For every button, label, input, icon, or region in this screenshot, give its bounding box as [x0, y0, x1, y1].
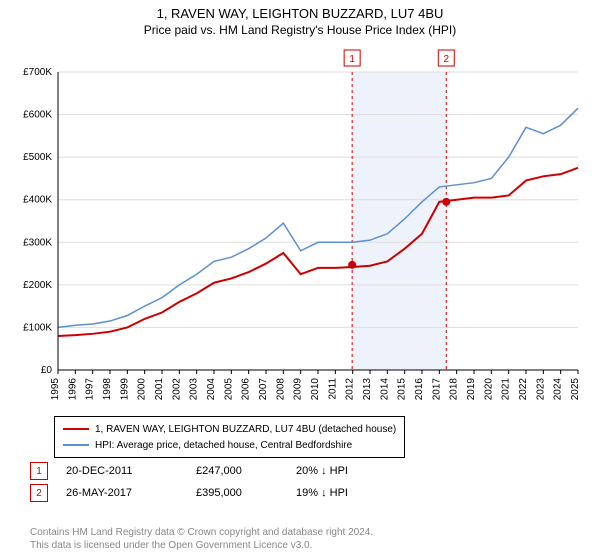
- svg-text:2025: 2025: [570, 378, 581, 401]
- svg-text:2006: 2006: [241, 378, 252, 401]
- svg-text:2012: 2012: [345, 378, 356, 401]
- svg-text:2008: 2008: [275, 378, 286, 401]
- chart-subtitle: Price paid vs. HM Land Registry's House …: [0, 23, 600, 37]
- svg-text:1998: 1998: [102, 378, 113, 401]
- svg-text:2020: 2020: [483, 378, 494, 401]
- svg-text:2019: 2019: [466, 378, 477, 401]
- svg-text:£300K: £300K: [23, 237, 52, 248]
- svg-text:2: 2: [443, 54, 449, 65]
- legend-label: HPI: Average price, detached house, Cent…: [95, 440, 352, 451]
- event-marker-box: 1: [30, 462, 48, 480]
- event-pct: 20% ↓ HPI: [296, 465, 416, 477]
- event-pct: 19% ↓ HPI: [296, 487, 416, 499]
- chart-card: 1, RAVEN WAY, LEIGHTON BUZZARD, LU7 4BU …: [0, 0, 600, 560]
- footer: Contains HM Land Registry data © Crown c…: [30, 526, 373, 552]
- chart-title: 1, RAVEN WAY, LEIGHTON BUZZARD, LU7 4BU: [0, 6, 600, 21]
- svg-text:2018: 2018: [449, 378, 460, 401]
- footer-line: This data is licensed under the Open Gov…: [30, 539, 373, 552]
- svg-text:2005: 2005: [223, 378, 234, 401]
- svg-text:2022: 2022: [518, 378, 529, 401]
- event-row: 1 20-DEC-2011 £247,000 20% ↓ HPI: [30, 460, 416, 482]
- legend-item: HPI: Average price, detached house, Cent…: [63, 437, 396, 453]
- svg-text:2013: 2013: [362, 378, 373, 401]
- svg-text:2003: 2003: [189, 378, 200, 401]
- svg-text:1996: 1996: [67, 378, 78, 401]
- svg-text:2004: 2004: [206, 378, 217, 401]
- legend-item: 1, RAVEN WAY, LEIGHTON BUZZARD, LU7 4BU …: [63, 421, 396, 437]
- footer-line: Contains HM Land Registry data © Crown c…: [30, 526, 373, 539]
- svg-text:£200K: £200K: [23, 280, 52, 291]
- price-chart: £0 £100K £200K £300K £400K £500K £600K £700K 199…: [14, 46, 586, 406]
- event-marker-box: 2: [30, 484, 48, 502]
- svg-text:2014: 2014: [379, 378, 390, 401]
- svg-text:1999: 1999: [119, 378, 130, 401]
- legend-swatch: [63, 444, 89, 446]
- event-number: 1: [36, 466, 42, 477]
- event-date: 20-DEC-2011: [66, 465, 196, 477]
- event-row: 2 26-MAY-2017 £395,000 19% ↓ HPI: [30, 482, 416, 504]
- svg-text:1997: 1997: [85, 378, 96, 401]
- svg-text:1: 1: [349, 54, 355, 65]
- event-date: 26-MAY-2017: [66, 487, 196, 499]
- svg-text:2017: 2017: [431, 378, 442, 401]
- legend-label: 1, RAVEN WAY, LEIGHTON BUZZARD, LU7 4BU …: [95, 424, 396, 435]
- svg-text:2016: 2016: [414, 378, 425, 401]
- svg-text:2000: 2000: [137, 378, 148, 401]
- svg-text:2015: 2015: [397, 378, 408, 401]
- titles: 1, RAVEN WAY, LEIGHTON BUZZARD, LU7 4BU …: [0, 0, 600, 37]
- svg-text:2010: 2010: [310, 378, 321, 401]
- svg-text:2023: 2023: [535, 378, 546, 401]
- event-price: £395,000: [196, 487, 296, 499]
- chart-area: £0 £100K £200K £300K £400K £500K £600K £700K 199…: [14, 46, 586, 406]
- svg-text:2009: 2009: [293, 378, 304, 401]
- svg-text:2024: 2024: [553, 378, 564, 401]
- legend-swatch: [63, 428, 89, 430]
- svg-text:2021: 2021: [501, 378, 512, 401]
- svg-text:£500K: £500K: [23, 152, 52, 163]
- legend: 1, RAVEN WAY, LEIGHTON BUZZARD, LU7 4BU …: [54, 416, 405, 458]
- event-table: 1 20-DEC-2011 £247,000 20% ↓ HPI 2 26-MA…: [30, 460, 416, 504]
- svg-text:2011: 2011: [327, 378, 338, 400]
- svg-text:2002: 2002: [171, 378, 182, 401]
- svg-text:1995: 1995: [50, 378, 61, 401]
- svg-text:£700K: £700K: [23, 67, 52, 78]
- svg-text:£400K: £400K: [23, 195, 52, 206]
- event-price: £247,000: [196, 465, 296, 477]
- svg-text:£100K: £100K: [23, 322, 52, 333]
- svg-text:£600K: £600K: [23, 110, 52, 121]
- svg-text:£0: £0: [41, 365, 53, 376]
- svg-text:2001: 2001: [154, 378, 165, 401]
- event-number: 2: [36, 488, 42, 499]
- svg-text:2007: 2007: [258, 378, 269, 401]
